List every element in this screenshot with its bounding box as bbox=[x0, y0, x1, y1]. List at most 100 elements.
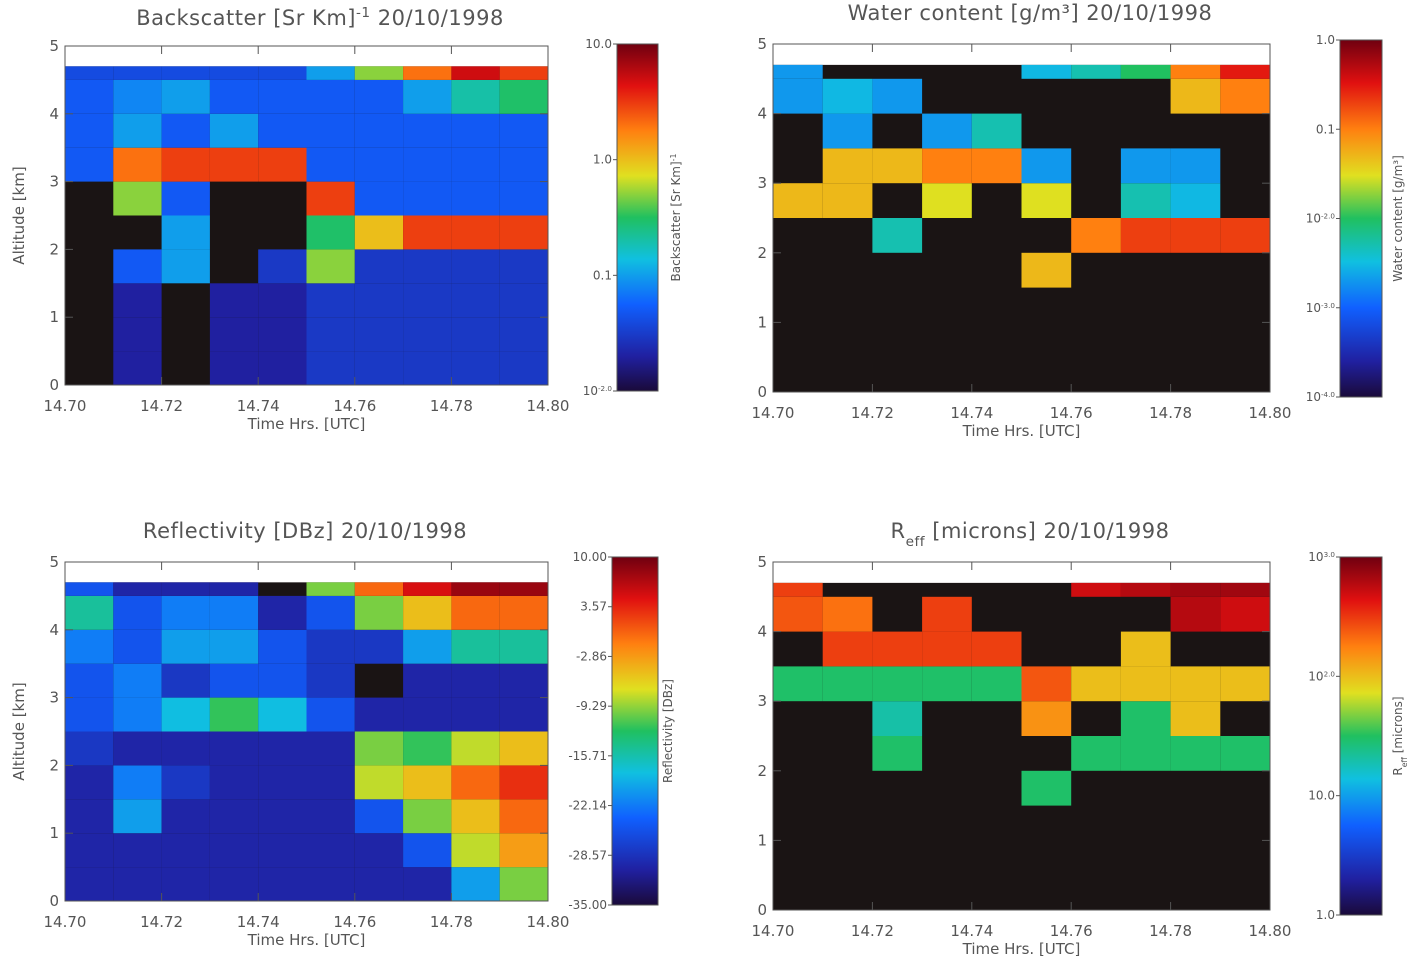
colorbar-tick-label: 0.1 bbox=[1316, 122, 1335, 136]
heat-cell bbox=[1071, 666, 1121, 702]
heat-cell bbox=[499, 867, 548, 901]
heat-cell bbox=[1170, 218, 1221, 253]
heat-cell bbox=[306, 249, 355, 284]
text-part: R bbox=[891, 519, 906, 543]
heat-cell bbox=[499, 731, 548, 766]
heat-cell bbox=[354, 113, 404, 148]
heat-cell bbox=[113, 317, 162, 352]
heat-cell bbox=[1170, 148, 1221, 184]
heat-cell bbox=[306, 697, 355, 732]
heat-cell bbox=[1220, 736, 1270, 771]
heat-cell bbox=[65, 663, 114, 698]
heat-cell bbox=[403, 147, 452, 182]
heat-cell bbox=[306, 147, 355, 182]
x-tick-label: 14.76 bbox=[333, 913, 376, 931]
y-tick-label: 3 bbox=[49, 173, 59, 191]
y-tick-label: 2 bbox=[49, 240, 59, 258]
heat-cell bbox=[258, 113, 307, 148]
heat-cell bbox=[1220, 666, 1270, 702]
heat-cell bbox=[822, 666, 873, 702]
heat-cell bbox=[499, 66, 548, 80]
heat-cell bbox=[65, 147, 114, 182]
colorbar-tick-label: 10-3.0 bbox=[1306, 300, 1336, 315]
heat-cell bbox=[451, 867, 500, 901]
heat-cell bbox=[258, 249, 307, 284]
panel: 14.70 14.72 14.74 14.76 14.78 14.80 0 1 2 3 4 5 Back… bbox=[10, 5, 683, 433]
heat-cell bbox=[113, 629, 162, 664]
heat-cell bbox=[403, 66, 452, 80]
heat-cell bbox=[451, 595, 500, 630]
heat-cell bbox=[922, 666, 972, 702]
heat-cell bbox=[161, 113, 210, 148]
heat-cell bbox=[499, 595, 548, 630]
heat-cell bbox=[258, 663, 307, 698]
heat-cell bbox=[258, 867, 307, 901]
heat-cell bbox=[258, 351, 307, 385]
heat-cell bbox=[306, 79, 355, 114]
tick-base: 10 bbox=[1306, 212, 1321, 226]
heat-cell bbox=[209, 799, 259, 834]
heat-cell bbox=[113, 765, 162, 800]
heat-cell bbox=[209, 663, 259, 698]
y-tick-label: 2 bbox=[49, 756, 59, 774]
plot-frame bbox=[64, 561, 549, 902]
heat-cell bbox=[499, 351, 548, 385]
x-tick-label: 14.78 bbox=[430, 913, 473, 931]
x-tick-label: 14.80 bbox=[1249, 404, 1292, 422]
heat-cell bbox=[306, 629, 355, 664]
y-tick-label: 0 bbox=[757, 901, 767, 919]
heat-cell bbox=[65, 79, 114, 114]
tick-base: 10 bbox=[1306, 301, 1321, 315]
heat-cell bbox=[258, 283, 307, 318]
colorbar-tick-label: 10-2.0 bbox=[583, 384, 613, 399]
heat-cell bbox=[499, 582, 548, 596]
heat-cell bbox=[113, 181, 162, 216]
plot-frame bbox=[772, 43, 1271, 393]
tick-base: 14.70 bbox=[44, 397, 87, 415]
tick-base: 1.0 bbox=[1316, 33, 1335, 47]
heat-cell bbox=[113, 351, 162, 385]
heat-cell bbox=[451, 147, 500, 182]
heat-cell bbox=[822, 183, 873, 218]
colorbar-tick-label: -9.29 bbox=[576, 699, 607, 713]
tick-exponent: -2.0 bbox=[598, 384, 612, 393]
heat-cell bbox=[773, 64, 823, 79]
heat-cell bbox=[209, 351, 259, 385]
x-tick-label: 14.70 bbox=[44, 397, 87, 415]
text-part: Reflectivity [DBz] 20/10/1998 bbox=[143, 519, 467, 543]
x-tick-label: 14.72 bbox=[851, 404, 894, 422]
x-tick-label: 14.78 bbox=[1149, 922, 1192, 940]
heat-cell bbox=[773, 183, 823, 218]
heat-cell bbox=[499, 663, 548, 698]
text-part: -1 bbox=[669, 153, 678, 161]
chart-title: Reflectivity [DBz] 20/10/1998 bbox=[143, 519, 467, 543]
heat-cell bbox=[209, 113, 259, 148]
heat-cell bbox=[306, 595, 355, 630]
chart-title: Reff [microns] 20/10/1998 bbox=[891, 519, 1170, 550]
heat-cell bbox=[65, 731, 114, 766]
heat-cell bbox=[403, 867, 452, 901]
heat-cell bbox=[258, 731, 307, 766]
heat-cell bbox=[1170, 666, 1221, 702]
y-tick-label: 1 bbox=[757, 313, 767, 331]
heat-cell bbox=[65, 66, 114, 80]
y-tick-label: 4 bbox=[49, 621, 59, 639]
heat-cell bbox=[65, 595, 114, 630]
heat-cell bbox=[773, 596, 823, 632]
heat-cell bbox=[113, 79, 162, 114]
heat-cell bbox=[209, 66, 259, 80]
tick-base: 14.80 bbox=[527, 397, 570, 415]
heat-cell bbox=[971, 631, 1022, 667]
tick-base: 10.0 bbox=[1308, 789, 1335, 803]
heat-cell bbox=[403, 317, 452, 352]
text-part: Water content [g/m³] bbox=[1391, 155, 1405, 282]
heat-cell bbox=[161, 731, 210, 766]
heat-cell bbox=[161, 249, 210, 284]
heat-cell bbox=[1071, 218, 1121, 253]
heat-cell bbox=[113, 595, 162, 630]
y-tick-label: 4 bbox=[757, 105, 767, 123]
heat-cell bbox=[451, 351, 500, 385]
text-part: [microns] 20/10/1998 bbox=[925, 519, 1169, 543]
heat-cell bbox=[403, 181, 452, 216]
heat-cell bbox=[451, 249, 500, 284]
